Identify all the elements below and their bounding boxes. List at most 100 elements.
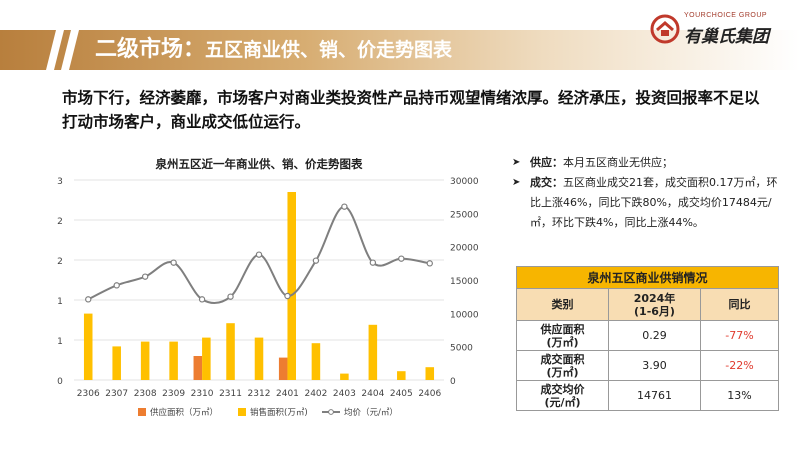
table-header-category: 类别 [516, 288, 609, 321]
row-label-text: 成交均价 (元/㎡) [540, 382, 585, 409]
supply-bar [278, 357, 288, 380]
table-row: 成交均价 (元/㎡) 14761 13% [516, 380, 779, 411]
right-tick-label: 20000 [450, 244, 479, 254]
price-point [227, 293, 234, 300]
right-tick-label: 0 [450, 377, 456, 387]
legend-swatch-price-dot [328, 409, 334, 415]
x-tick-label: 2404 [361, 389, 384, 399]
x-tick-label: 2312 [248, 389, 271, 399]
price-point [398, 255, 405, 262]
table-header-period: 2024年 (1-6月) [608, 288, 701, 321]
summary-text: 市场下行，经济萎靡，市场客户对商业类投资性产品持币观望情绪浓厚。经济承压，投资回… [62, 89, 760, 131]
x-tick-label: 2401 [276, 389, 299, 399]
price-point [284, 292, 291, 300]
legend-swatch-supply [138, 408, 146, 416]
sales-bar [311, 343, 321, 380]
row-label: 供应面积 (万㎡) [516, 320, 609, 351]
x-tick-label: 2311 [219, 389, 242, 399]
x-tick-label: 2403 [333, 389, 356, 399]
logo-text-en: YOURCHOICE GROUP [684, 12, 768, 19]
header-category-text: 类别 [551, 298, 574, 311]
x-tick-label: 2307 [105, 389, 128, 399]
legend-label-supply: 供应面积（万㎡） [150, 407, 218, 418]
price-point [113, 282, 120, 289]
logo-text-cn: 有巢氏集团 [684, 27, 769, 47]
note-deal-text: 五区商业成交21套，成交面积0.17万㎡，环比上涨46%，同比下跌80%，成交均… [530, 176, 778, 229]
header: 二级市场：五区商业供、销、价走势图表 YOURCHOICE GROUP 有巢氏集… [0, 0, 800, 72]
supply-bar [193, 356, 203, 380]
x-tick-label: 2405 [390, 389, 413, 399]
left-tick-label: 1 [57, 297, 63, 307]
price-point [312, 257, 320, 264]
company-logo: YOURCHOICE GROUP 有巢氏集团 [650, 8, 790, 48]
x-tick-label: 2306 [77, 389, 100, 399]
left-tick-label: 1 [57, 337, 63, 347]
note-supply-text: 本月五区商业无供应； [563, 156, 673, 169]
sales-bar [340, 373, 349, 380]
sales-bar [425, 367, 435, 380]
row-yoy: -77% [700, 320, 779, 351]
price-point [341, 203, 348, 210]
row-value: 14761 [608, 380, 701, 411]
x-tick-label: 2402 [304, 389, 327, 399]
price-point [426, 260, 433, 267]
right-tick-label: 15000 [450, 277, 479, 287]
chart-title: 泉州五区近一年商业供、销、价走势图表 [155, 157, 363, 171]
x-tick-label: 2309 [162, 389, 185, 399]
right-tick-label: 10000 [450, 310, 479, 320]
left-tick-label: 2 [57, 257, 63, 267]
price-point [369, 259, 377, 266]
trend-chart: 泉州五区近一年商业供、销、价走势图表 0 1 1 2 2 3 0 5000 10000 15000 2… [52, 150, 498, 430]
notes-panel: ➤ 供应：本月五区商业无供应； ➤ 成交：五区商业成交21套，成交面积0.17万… [510, 153, 782, 233]
legend-label-price: 均价（元/㎡） [344, 407, 398, 418]
row-label: 成交均价 (元/㎡) [516, 380, 609, 411]
row-label: 成交面积 (万㎡) [516, 350, 609, 381]
right-tick-label: 5000 [450, 344, 473, 354]
page-title: 二级市场：五区商业供、销、价走势图表 [95, 37, 453, 62]
left-tick-label: 0 [57, 377, 63, 387]
price-point [85, 296, 92, 303]
right-tick-label: 30000 [450, 177, 479, 187]
price-point [141, 273, 149, 280]
arrow-bullet-icon: ➤ [512, 177, 521, 188]
sales-bar [112, 346, 121, 380]
header-yoy-text: 同比 [728, 298, 751, 311]
price-point [170, 259, 177, 266]
table-caption: 泉州五区商业供销情况 [516, 266, 779, 289]
sales-bar [140, 341, 150, 380]
note-supply-label: 供应： [530, 156, 563, 169]
sales-bar [287, 192, 296, 380]
x-tick-label: 2310 [191, 389, 214, 399]
note-supply: ➤ 供应：本月五区商业无供应； [510, 153, 782, 173]
price-point [255, 251, 263, 258]
row-label-text: 供应面积 (万㎡) [540, 322, 585, 349]
table-row: 供应面积 (万㎡) 0.29 -77% [516, 320, 779, 351]
right-tick-label: 25000 [450, 210, 479, 220]
row-value: 0.29 [608, 320, 701, 351]
sales-bar [202, 337, 211, 380]
note-deal: ➤ 成交：五区商业成交21套，成交面积0.17万㎡，环比上涨46%，同比下跌80… [510, 173, 782, 233]
header-band [0, 30, 800, 70]
sales-bar [397, 371, 406, 380]
sales-bar [368, 324, 378, 380]
arrow-bullet-icon: ➤ [512, 157, 521, 168]
x-tick-label: 2308 [134, 389, 157, 399]
price-point [198, 296, 206, 303]
sales-bar [169, 341, 178, 380]
sales-bar [226, 323, 235, 380]
row-yoy: 13% [700, 380, 779, 411]
row-label-text: 成交面积 (万㎡) [540, 352, 585, 379]
legend-label-sales: 销售面积(万㎡) [250, 407, 308, 418]
note-deal-label: 成交： [530, 176, 563, 189]
supply-sales-table: 泉州五区商业供销情况 类别 2024年 (1-6月) 同比 供应面积 (万㎡) … [516, 266, 779, 411]
table-row: 成交面积 (万㎡) 3.90 -22% [516, 350, 779, 381]
table-header-yoy: 同比 [700, 288, 779, 321]
x-tick-label: 2406 [418, 389, 441, 399]
header-stripes-icon [46, 30, 79, 70]
row-value: 3.90 [608, 350, 701, 381]
left-tick-label: 2 [57, 217, 63, 227]
header-period-text: 2024年 (1-6月) [633, 291, 676, 318]
left-tick-label: 3 [57, 177, 63, 187]
trend-chart-svg: 泉州五区近一年商业供、销、价走势图表 0 1 1 2 2 3 0 5000 10000 15000 2… [57, 157, 479, 418]
legend-swatch-sales [238, 408, 246, 416]
